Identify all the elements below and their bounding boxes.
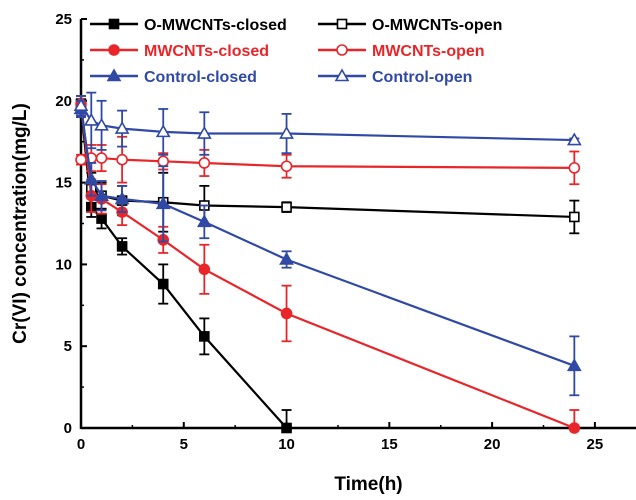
data-point [566,132,582,146]
data-point [279,125,294,139]
data-point [83,112,99,126]
data-point [196,214,212,228]
legend-label: MWCNTs-open [372,43,485,60]
data-point [94,188,109,201]
legend-marker [106,68,122,82]
series-line [79,103,575,430]
legend-label: MWCNTs-closed [144,43,269,60]
series-control-closed [73,99,582,397]
y-tick-label: 5 [64,338,72,355]
series-mwcnts-open [75,135,581,186]
series-mwcnts-closed [75,94,581,434]
chart-axes: 0 5 10 15 20 25 0 5 10 15 20 25 [55,11,636,453]
data-point [96,213,107,224]
data-point [569,211,580,223]
x-tick-label: 15 [381,436,398,453]
y-tick-label: 20 [55,93,72,110]
data-point [114,120,130,134]
legend-marker [336,44,348,56]
legend-marker [108,44,120,56]
data-point [114,191,130,205]
series-line [80,105,575,142]
legend-item-mwcnts-open: MWCNTs-open [318,43,485,60]
series-o-mwcnts-closed [75,98,292,434]
legend-marker [334,68,350,82]
data-point [566,358,582,372]
data-point [279,251,294,265]
x-tick-label: 25 [587,436,604,453]
series-line [79,107,288,429]
legend-label: O-MWCNTs-closed [144,17,287,34]
data-point [568,422,581,434]
legend-item-o-mwcnts-open: O-MWCNTs-open [318,17,502,34]
x-tick-label: 0 [77,436,85,453]
y-tick-label: 25 [55,11,72,28]
legend-item-o-mwcnts-closed: O-MWCNTs-closed [90,17,287,34]
data-point [281,422,292,434]
data-point [198,263,211,276]
data-point [280,160,293,173]
data-point [198,157,211,169]
data-point [83,171,99,185]
x-axis-title: Time(h) [334,474,402,495]
y-axis-title: Cr(VI) concentration(mg/L) [10,103,31,344]
series-o-mwcnts-open [75,94,580,235]
data-point [73,98,89,112]
legend-label: Control-open [372,69,472,86]
legend-marker [336,18,348,30]
y-tick-label: 15 [55,175,72,192]
x-tick-label: 5 [180,436,188,453]
y-tick-label: 10 [55,256,72,273]
data-point [196,125,212,139]
data-point [155,196,171,210]
data-point [116,153,128,166]
chart-series [73,91,582,434]
legend-item-mwcnts-closed: MWCNTs-closed [90,43,269,60]
data-point [75,153,87,166]
x-tick-label: 10 [278,436,295,453]
series-line [79,108,575,367]
data-point [116,241,128,252]
data-point [155,124,171,138]
chart-legend: O-MWCNTs-closed O-MWCNTs-open MWCNTs-close… [90,17,502,86]
data-point [95,152,108,164]
data-point [199,331,210,342]
data-point [281,201,292,213]
legend-label: Control-closed [144,69,257,86]
data-point [280,307,293,320]
data-point [157,155,170,168]
legend-marker [108,18,120,30]
legend-label: O-MWCNTs-open [372,17,502,34]
series-control-open [73,91,582,156]
x-tick-label: 20 [484,436,501,453]
series-line [80,156,575,169]
legend-item-control-closed: Control-closed [90,68,257,86]
data-point [157,278,169,290]
legend-item-control-open: Control-open [318,68,472,86]
y-tick-label: 0 [64,420,72,437]
data-point [94,117,109,131]
data-point [568,162,581,174]
